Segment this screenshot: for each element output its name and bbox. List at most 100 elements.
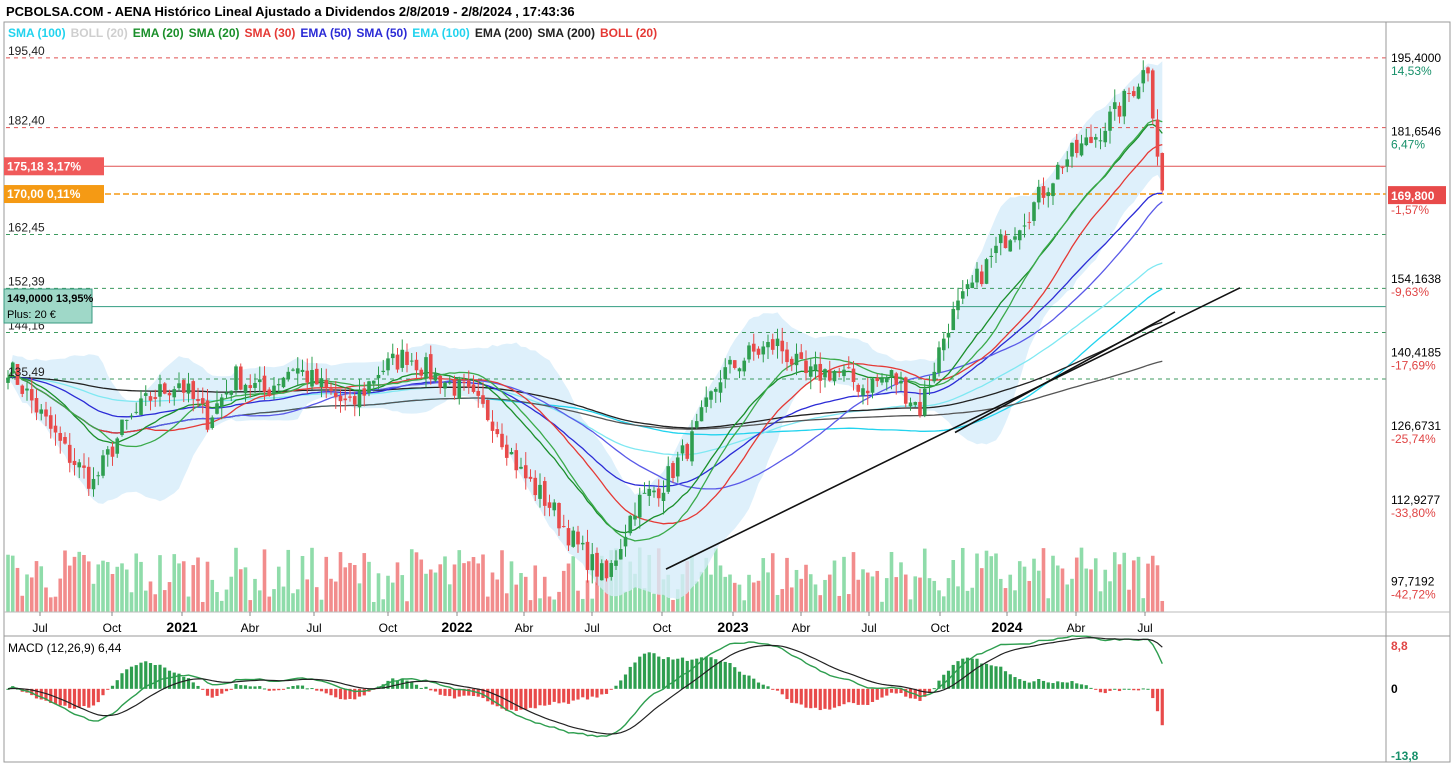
macd-histogram-bar bbox=[481, 688, 485, 699]
volume-bar bbox=[899, 562, 903, 612]
macd-histogram-bar bbox=[571, 688, 575, 701]
candle-body bbox=[1146, 67, 1150, 74]
chart-frame bbox=[3, 21, 1451, 763]
macd-histogram-bar bbox=[1117, 688, 1122, 692]
macd-histogram-bar bbox=[989, 665, 993, 689]
macd-histogram-bar bbox=[1108, 688, 1112, 691]
macd-histogram-bar bbox=[30, 688, 34, 696]
volume-bar bbox=[1089, 569, 1093, 612]
candle-body bbox=[699, 407, 704, 422]
volume-bar bbox=[6, 554, 10, 612]
candle-body bbox=[181, 380, 186, 393]
volume-bar bbox=[580, 598, 585, 612]
macd-histogram-bar bbox=[457, 688, 461, 697]
macd-histogram-bar bbox=[462, 688, 466, 696]
macd-histogram-bar bbox=[300, 685, 305, 689]
volume-bar bbox=[699, 571, 704, 612]
volume-bar bbox=[428, 569, 433, 612]
volume-bar bbox=[694, 581, 699, 612]
volume-bar bbox=[143, 590, 148, 612]
macd-histogram-bar bbox=[386, 680, 390, 689]
volume-bar bbox=[1022, 566, 1027, 612]
candle-body bbox=[367, 381, 371, 393]
candle-body bbox=[1022, 225, 1027, 227]
trendline bbox=[954, 311, 1176, 434]
macd-histogram-bar bbox=[6, 688, 10, 690]
volume-bar bbox=[1108, 581, 1112, 612]
macd-histogram-bar bbox=[923, 688, 927, 697]
macd-histogram-bar bbox=[329, 688, 333, 696]
sma-20-line bbox=[7, 119, 1163, 542]
volume-bar bbox=[946, 578, 951, 612]
legend-item: SMA (100) bbox=[8, 26, 66, 40]
volume-bar bbox=[1046, 598, 1051, 612]
volume-bar bbox=[352, 564, 357, 612]
volume-bar bbox=[172, 554, 177, 612]
volume-bar bbox=[751, 582, 756, 612]
candle-body bbox=[1131, 91, 1136, 96]
candle-body bbox=[310, 369, 314, 387]
volume-bar bbox=[1003, 588, 1008, 612]
volume-bar bbox=[832, 560, 837, 612]
bollinger-area bbox=[8, 61, 1163, 600]
volume-bar bbox=[82, 554, 86, 612]
candle-body bbox=[219, 397, 224, 407]
macd-histogram-bar bbox=[899, 688, 903, 694]
candle-body bbox=[756, 348, 761, 355]
macd-histogram-bar bbox=[58, 688, 62, 706]
macd-histogram-bar bbox=[685, 660, 689, 689]
macd-histogram-bar bbox=[994, 666, 998, 689]
volume-bar bbox=[979, 568, 984, 612]
volume-bar bbox=[367, 561, 371, 612]
candle-body bbox=[286, 371, 291, 379]
macd-histogram-bar bbox=[600, 688, 604, 695]
indicator-legend: SMA (100) BOLL (20) EMA (20) SMA (20) SMA (3… bbox=[8, 26, 662, 40]
marker-149-box bbox=[3, 288, 93, 324]
volume-bar bbox=[1032, 558, 1036, 612]
macd-histogram-bar bbox=[642, 653, 647, 689]
candle-body bbox=[295, 368, 300, 374]
candle-body bbox=[409, 360, 414, 362]
candle-body bbox=[576, 531, 580, 545]
macd-histogram-bar bbox=[44, 688, 48, 701]
candle-body bbox=[713, 388, 718, 392]
macd-histogram-bar bbox=[49, 688, 53, 703]
volume-bar bbox=[956, 586, 960, 612]
macd-histogram-bar bbox=[182, 676, 186, 689]
macd-histogram-bar bbox=[262, 688, 267, 690]
macd-histogram-bar bbox=[1146, 688, 1150, 690]
macd-histogram-bar bbox=[1027, 682, 1031, 689]
macd-histogram-bar bbox=[1037, 678, 1041, 689]
macd-histogram-bar bbox=[528, 688, 533, 708]
macd-zero-label: 0 bbox=[1391, 682, 1398, 696]
volume-bar bbox=[1027, 580, 1032, 612]
volume-bar bbox=[1036, 570, 1041, 612]
volume-bar bbox=[438, 564, 443, 612]
macd-histogram-bar bbox=[1056, 681, 1060, 689]
macd-histogram-bar bbox=[500, 688, 504, 709]
volume-bar bbox=[889, 551, 894, 612]
volume-bar bbox=[419, 559, 424, 612]
macd-histogram-bar bbox=[452, 688, 457, 699]
candle-body bbox=[1112, 102, 1117, 110]
volume-bar bbox=[343, 567, 348, 612]
volume-bar bbox=[1060, 568, 1065, 612]
volume-bar bbox=[105, 562, 110, 612]
volume-bar bbox=[53, 596, 58, 612]
candle-body bbox=[1055, 164, 1060, 180]
marker-149-label: 149,0000 13,95% bbox=[7, 293, 93, 305]
macd-histogram-bar bbox=[543, 688, 547, 706]
volume-bar bbox=[381, 599, 386, 612]
candle-body bbox=[614, 560, 618, 566]
macd-histogram-bar bbox=[581, 688, 585, 698]
x-tick-label: 2021 bbox=[166, 619, 197, 635]
macd-histogram-bar bbox=[296, 685, 300, 689]
volume-bar bbox=[989, 556, 994, 612]
macd-histogram-bar bbox=[1041, 680, 1046, 689]
macd-histogram-bar bbox=[1003, 671, 1008, 689]
candle-body bbox=[628, 515, 633, 534]
volume-bar bbox=[272, 589, 276, 612]
macd-histogram-bar bbox=[243, 685, 248, 689]
candle-body bbox=[229, 390, 234, 395]
candle-body bbox=[338, 395, 343, 402]
